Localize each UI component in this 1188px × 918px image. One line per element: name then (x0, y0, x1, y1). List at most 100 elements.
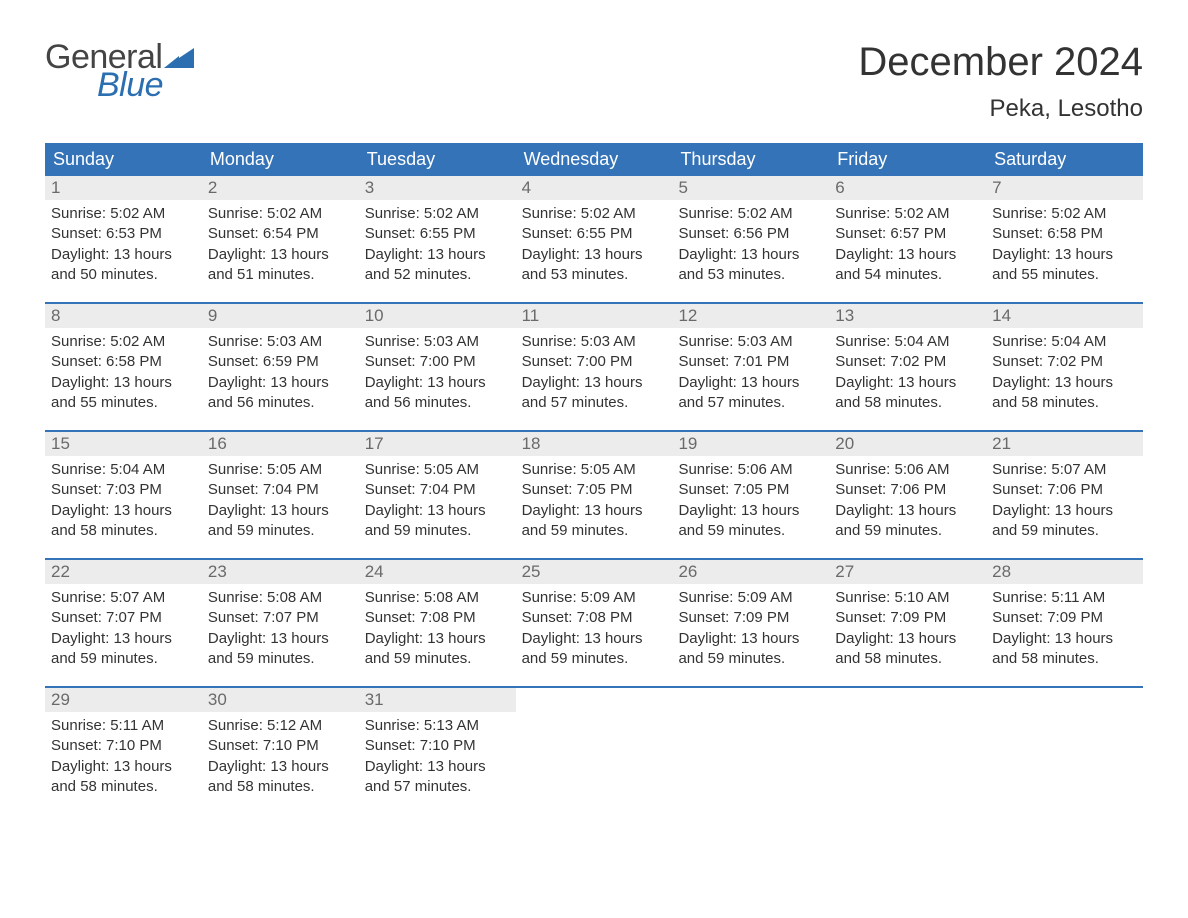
sunset-line: Sunset: 6:58 PM (992, 224, 1137, 244)
day-cell: 1Sunrise: 5:02 AMSunset: 6:53 PMDaylight… (45, 176, 202, 296)
daylight-line: Daylight: 13 hours and 58 minutes. (51, 501, 196, 542)
sunset-line: Sunset: 7:06 PM (835, 480, 980, 500)
sunset-line: Sunset: 6:58 PM (51, 352, 196, 372)
week-row: 22Sunrise: 5:07 AMSunset: 7:07 PMDayligh… (45, 558, 1143, 680)
daylight-line: Daylight: 13 hours and 52 minutes. (365, 245, 510, 286)
sunrise-line: Sunrise: 5:02 AM (365, 204, 510, 224)
logo-text-blue: Blue (97, 68, 194, 102)
day-cell: 8Sunrise: 5:02 AMSunset: 6:58 PMDaylight… (45, 304, 202, 424)
day-cell: 18Sunrise: 5:05 AMSunset: 7:05 PMDayligh… (516, 432, 673, 552)
day-number (829, 688, 986, 692)
day-cell: 27Sunrise: 5:10 AMSunset: 7:09 PMDayligh… (829, 560, 986, 680)
day-cell (516, 688, 673, 808)
day-cell: 13Sunrise: 5:04 AMSunset: 7:02 PMDayligh… (829, 304, 986, 424)
day-number: 17 (359, 432, 516, 456)
daylight-line: Daylight: 13 hours and 59 minutes. (208, 629, 353, 670)
daylight-line: Daylight: 13 hours and 50 minutes. (51, 245, 196, 286)
sunrise-line: Sunrise: 5:02 AM (51, 204, 196, 224)
page-header: General Blue December 2024 Peka, Lesotho (45, 40, 1143, 123)
day-number: 8 (45, 304, 202, 328)
sunset-line: Sunset: 7:04 PM (365, 480, 510, 500)
daylight-line: Daylight: 13 hours and 53 minutes. (522, 245, 667, 286)
daylight-line: Daylight: 13 hours and 58 minutes. (51, 757, 196, 798)
day-cell: 10Sunrise: 5:03 AMSunset: 7:00 PMDayligh… (359, 304, 516, 424)
day-header: Wednesday (516, 143, 673, 176)
daylight-line: Daylight: 13 hours and 59 minutes. (678, 501, 823, 542)
sunrise-line: Sunrise: 5:02 AM (835, 204, 980, 224)
sunset-line: Sunset: 6:54 PM (208, 224, 353, 244)
sunrise-line: Sunrise: 5:04 AM (992, 332, 1137, 352)
day-body: Sunrise: 5:05 AMSunset: 7:05 PMDaylight:… (516, 456, 673, 551)
day-cell: 14Sunrise: 5:04 AMSunset: 7:02 PMDayligh… (986, 304, 1143, 424)
day-number: 19 (672, 432, 829, 456)
day-header: Sunday (45, 143, 202, 176)
sunrise-line: Sunrise: 5:04 AM (51, 460, 196, 480)
day-cell: 6Sunrise: 5:02 AMSunset: 6:57 PMDaylight… (829, 176, 986, 296)
calendar: SundayMondayTuesdayWednesdayThursdayFrid… (45, 143, 1143, 808)
sunrise-line: Sunrise: 5:03 AM (522, 332, 667, 352)
day-number: 9 (202, 304, 359, 328)
daylight-line: Daylight: 13 hours and 59 minutes. (522, 501, 667, 542)
sunrise-line: Sunrise: 5:02 AM (51, 332, 196, 352)
day-number (986, 688, 1143, 692)
day-body: Sunrise: 5:04 AMSunset: 7:02 PMDaylight:… (829, 328, 986, 423)
daylight-line: Daylight: 13 hours and 55 minutes. (992, 245, 1137, 286)
sunrise-line: Sunrise: 5:10 AM (835, 588, 980, 608)
day-body: Sunrise: 5:04 AMSunset: 7:02 PMDaylight:… (986, 328, 1143, 423)
sunrise-line: Sunrise: 5:02 AM (992, 204, 1137, 224)
daylight-line: Daylight: 13 hours and 58 minutes. (992, 629, 1137, 670)
day-header-row: SundayMondayTuesdayWednesdayThursdayFrid… (45, 143, 1143, 176)
day-body: Sunrise: 5:08 AMSunset: 7:08 PMDaylight:… (359, 584, 516, 679)
sunset-line: Sunset: 6:57 PM (835, 224, 980, 244)
day-cell: 30Sunrise: 5:12 AMSunset: 7:10 PMDayligh… (202, 688, 359, 808)
day-cell: 29Sunrise: 5:11 AMSunset: 7:10 PMDayligh… (45, 688, 202, 808)
sunrise-line: Sunrise: 5:03 AM (208, 332, 353, 352)
day-number: 25 (516, 560, 673, 584)
daylight-line: Daylight: 13 hours and 54 minutes. (835, 245, 980, 286)
daylight-line: Daylight: 13 hours and 59 minutes. (522, 629, 667, 670)
daylight-line: Daylight: 13 hours and 59 minutes. (365, 501, 510, 542)
day-cell: 17Sunrise: 5:05 AMSunset: 7:04 PMDayligh… (359, 432, 516, 552)
sunrise-line: Sunrise: 5:07 AM (992, 460, 1137, 480)
sunset-line: Sunset: 7:00 PM (365, 352, 510, 372)
day-body: Sunrise: 5:02 AMSunset: 6:54 PMDaylight:… (202, 200, 359, 295)
day-body: Sunrise: 5:02 AMSunset: 6:58 PMDaylight:… (986, 200, 1143, 295)
day-body: Sunrise: 5:11 AMSunset: 7:09 PMDaylight:… (986, 584, 1143, 679)
day-cell: 16Sunrise: 5:05 AMSunset: 7:04 PMDayligh… (202, 432, 359, 552)
sunset-line: Sunset: 7:03 PM (51, 480, 196, 500)
daylight-line: Daylight: 13 hours and 59 minutes. (678, 629, 823, 670)
sunset-line: Sunset: 7:08 PM (522, 608, 667, 628)
day-body: Sunrise: 5:07 AMSunset: 7:06 PMDaylight:… (986, 456, 1143, 551)
sunrise-line: Sunrise: 5:02 AM (678, 204, 823, 224)
day-number: 11 (516, 304, 673, 328)
sunrise-line: Sunrise: 5:12 AM (208, 716, 353, 736)
sunrise-line: Sunrise: 5:09 AM (522, 588, 667, 608)
sunset-line: Sunset: 6:56 PM (678, 224, 823, 244)
day-cell: 15Sunrise: 5:04 AMSunset: 7:03 PMDayligh… (45, 432, 202, 552)
sunset-line: Sunset: 7:05 PM (678, 480, 823, 500)
day-cell: 9Sunrise: 5:03 AMSunset: 6:59 PMDaylight… (202, 304, 359, 424)
day-number (672, 688, 829, 692)
daylight-line: Daylight: 13 hours and 57 minutes. (678, 373, 823, 414)
sunrise-line: Sunrise: 5:08 AM (365, 588, 510, 608)
day-number: 22 (45, 560, 202, 584)
daylight-line: Daylight: 13 hours and 59 minutes. (208, 501, 353, 542)
sunrise-line: Sunrise: 5:08 AM (208, 588, 353, 608)
sunset-line: Sunset: 7:04 PM (208, 480, 353, 500)
day-number: 24 (359, 560, 516, 584)
sunrise-line: Sunrise: 5:06 AM (835, 460, 980, 480)
sunrise-line: Sunrise: 5:07 AM (51, 588, 196, 608)
location: Peka, Lesotho (858, 95, 1143, 123)
sunset-line: Sunset: 7:00 PM (522, 352, 667, 372)
day-cell (986, 688, 1143, 808)
sunrise-line: Sunrise: 5:02 AM (208, 204, 353, 224)
day-body: Sunrise: 5:10 AMSunset: 7:09 PMDaylight:… (829, 584, 986, 679)
daylight-line: Daylight: 13 hours and 59 minutes. (992, 501, 1137, 542)
daylight-line: Daylight: 13 hours and 59 minutes. (365, 629, 510, 670)
week-row: 1Sunrise: 5:02 AMSunset: 6:53 PMDaylight… (45, 176, 1143, 296)
sunset-line: Sunset: 7:06 PM (992, 480, 1137, 500)
day-body: Sunrise: 5:05 AMSunset: 7:04 PMDaylight:… (359, 456, 516, 551)
day-body: Sunrise: 5:02 AMSunset: 6:56 PMDaylight:… (672, 200, 829, 295)
sunset-line: Sunset: 6:53 PM (51, 224, 196, 244)
day-cell: 5Sunrise: 5:02 AMSunset: 6:56 PMDaylight… (672, 176, 829, 296)
